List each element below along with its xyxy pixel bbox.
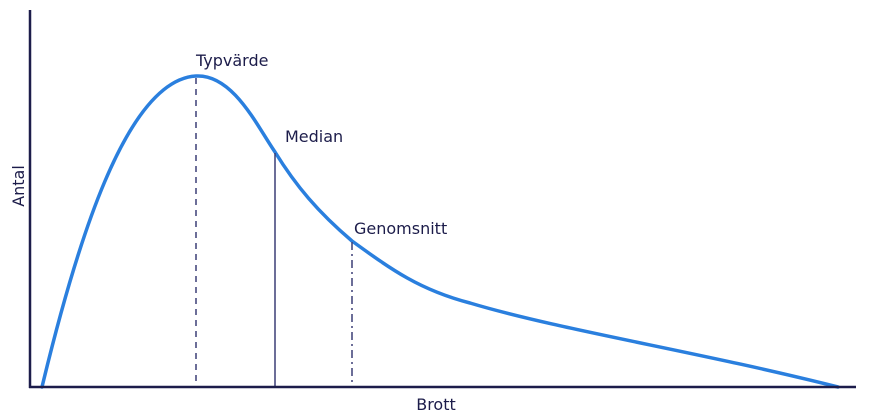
median-label: Median (285, 127, 343, 146)
x-axis-label: Brott (416, 395, 456, 414)
distribution-curve (40, 74, 840, 389)
mode-label: Typvärde (195, 51, 268, 70)
mean-label: Genomsnitt (354, 219, 447, 238)
y-axis-label: Antal (9, 165, 28, 207)
